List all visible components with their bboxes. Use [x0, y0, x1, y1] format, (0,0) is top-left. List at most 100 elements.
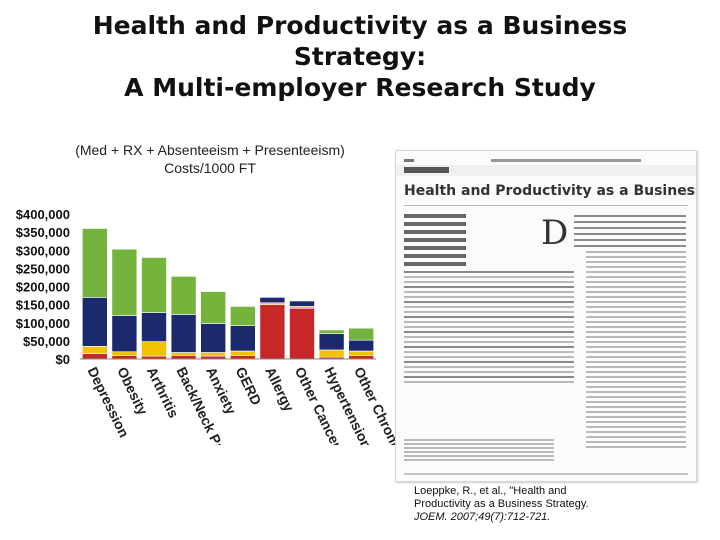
chart-title: (Med + RX + Absenteeism + Presenteeism) … [40, 141, 380, 177]
bar-segment [170, 276, 197, 315]
paper-text-line [586, 341, 686, 343]
paper-text-line [586, 376, 686, 378]
paper-text-line [404, 459, 554, 461]
paper-text-line [404, 381, 574, 383]
paper-text-line [586, 426, 686, 428]
paper-text-line [586, 381, 686, 383]
paper-text-line [404, 286, 574, 288]
bar-segment [318, 329, 345, 334]
bar-segment [289, 300, 315, 307]
citation-line-2: Productivity as a Business Strategy. [414, 498, 589, 510]
bar-segment [141, 341, 167, 357]
bar-segment [230, 306, 256, 326]
paper-text-line [404, 311, 574, 313]
paper-author-line [404, 254, 466, 258]
paper-text-line [586, 356, 686, 358]
bar-segment [141, 312, 167, 342]
bar-segment [141, 257, 167, 313]
paper-text-line [404, 321, 574, 323]
paper-text-line [404, 376, 574, 378]
paper-text-line [404, 447, 554, 449]
paper-text-line [586, 391, 686, 393]
bar-segment [111, 351, 138, 356]
y-tick-label: $50,000 [23, 334, 70, 349]
paper-text-line [586, 401, 686, 403]
paper-text-line [586, 411, 686, 413]
paper-footer [404, 473, 688, 475]
paper-text-line [586, 261, 686, 263]
paper-text-line [404, 296, 574, 298]
y-tick-label: $100,000 [16, 316, 70, 331]
chart-title-line-1: (Med + RX + Absenteeism + Presenteeism) [75, 142, 345, 158]
paper-text-line [574, 221, 686, 223]
bar-segment [200, 291, 226, 324]
x-tick-label: GERD [233, 364, 265, 407]
paper-text-line [586, 326, 686, 328]
paper-text-line [586, 321, 686, 323]
paper-text-line [586, 441, 686, 443]
paper-text-line [404, 316, 574, 318]
paper-text-line [586, 251, 686, 253]
paper-text-line [586, 436, 686, 438]
paper-text-line [586, 351, 686, 353]
paper-text-line [404, 356, 574, 358]
paper-text-line [586, 366, 686, 368]
paper-text-line [586, 406, 686, 408]
paper-author-line [404, 262, 466, 266]
paper-dropcap: D [541, 213, 569, 253]
paper-page-number [404, 159, 414, 162]
bar-segment [348, 327, 375, 341]
paper-text-line [404, 326, 574, 328]
bar-segment [170, 352, 197, 356]
paper-text-line [586, 371, 686, 373]
paper-text-line [404, 451, 554, 453]
paper-text-line [404, 366, 574, 368]
paper-text-line [586, 301, 686, 303]
paper-text-line [404, 301, 574, 303]
bar-segment [230, 350, 256, 356]
paper-text-line [586, 386, 686, 388]
bar-segment [348, 355, 375, 360]
bar-segment [318, 333, 345, 351]
paper-author-line [404, 222, 466, 226]
paper-text-line [586, 421, 686, 423]
paper-text-line [404, 281, 574, 283]
paper-section-tag [404, 167, 449, 173]
paper-text-line [404, 439, 554, 441]
bar-segment [230, 355, 256, 360]
paper-text-line [574, 245, 686, 247]
bar-segment [348, 350, 375, 356]
paper-text-line [404, 331, 574, 333]
paper-text-line [586, 271, 686, 273]
bar-segment [200, 323, 226, 353]
paper-text-line [404, 341, 574, 343]
paper-author-line [404, 246, 466, 250]
paper-title: Health and Productivity as a Business St… [404, 183, 697, 199]
paper-author-line [404, 238, 466, 242]
paper-text-line [586, 276, 686, 278]
citation-line-1: Loeppke, R., et al., "Health and [414, 485, 567, 497]
citation: Loeppke, R., et al., "Health and Product… [414, 485, 589, 524]
slide-title: Health and Productivity as a Business St… [40, 10, 680, 103]
bar-segment [82, 297, 108, 347]
paper-text-line [586, 306, 686, 308]
bar-segment [259, 304, 286, 360]
paper-text-line [586, 431, 686, 433]
paper-text-line [586, 286, 686, 288]
paper-author-line [404, 230, 466, 234]
paper-text-line [586, 336, 686, 338]
y-tick-label: $150,000 [16, 298, 70, 313]
paper-text-line [404, 361, 574, 363]
stacked-bar-chart: $400,000 $350,000 $300,000 $250,000 $200,000… [16, 207, 400, 445]
bar-segment [318, 349, 345, 358]
slide-title-line-2: Strategy: [293, 42, 427, 71]
bar-segment [348, 339, 375, 352]
paper-text-line [404, 336, 574, 338]
slide-title-line-1: Health and Productivity as a Business [92, 11, 628, 40]
paper-text-line [574, 215, 686, 217]
y-tick-label: $200,000 [16, 280, 70, 295]
paper-text-line [404, 346, 574, 348]
bar-segment [82, 346, 108, 354]
paper-text-line [586, 446, 686, 448]
paper-text-line [586, 416, 686, 418]
